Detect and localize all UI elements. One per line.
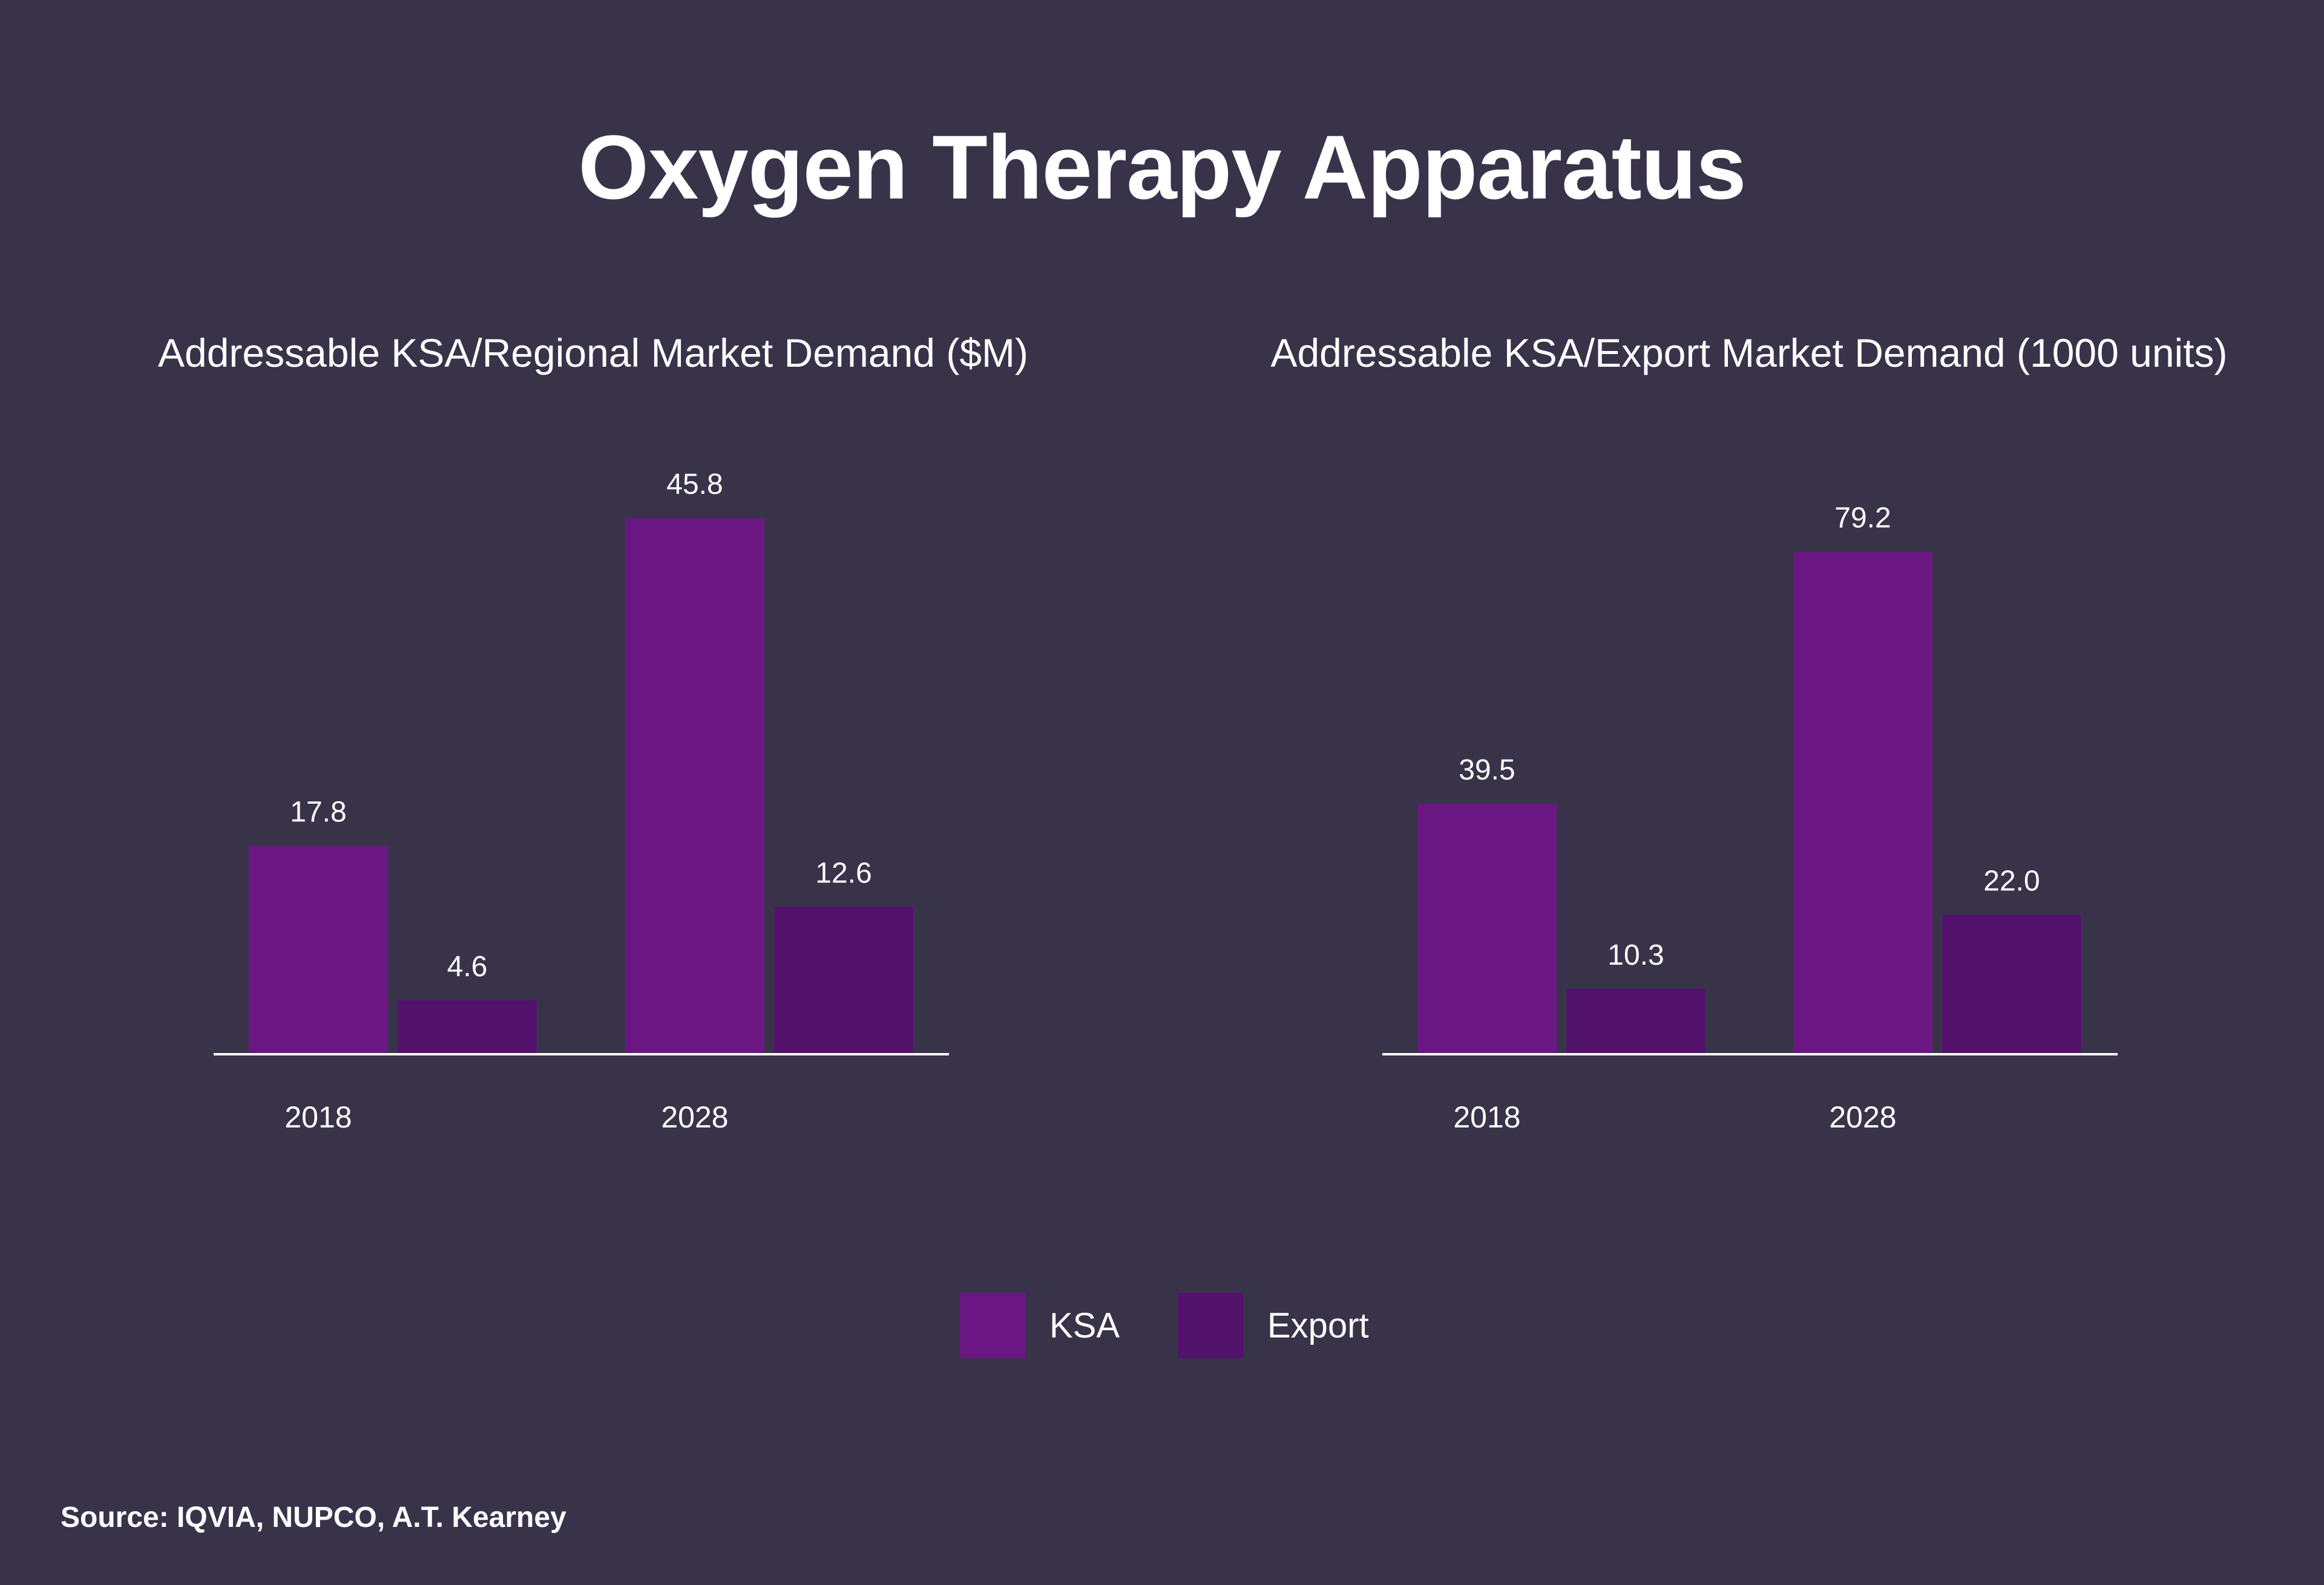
data-label-ksa-2028: 45.8 <box>666 468 723 500</box>
bar-ksa-2028 <box>1793 551 1932 1054</box>
legend-swatch-ksa <box>960 1293 1025 1358</box>
x-tick-label-2018: 2018 <box>1453 1100 1520 1134</box>
bar-ksa-2018 <box>249 845 388 1054</box>
chart-right: 39.5 10.3 2018 79.2 22.0 2028 <box>1382 502 2118 1134</box>
data-label-ksa-2018: 17.8 <box>290 796 346 829</box>
legend-item-export: Export <box>1178 1292 1369 1359</box>
bar-export-2018 <box>398 1000 537 1054</box>
data-label-export-2018: 4.6 <box>447 951 488 983</box>
data-label-export-2028: 12.6 <box>815 857 872 889</box>
page-title: Oxygen Therapy Apparatus <box>578 116 1746 218</box>
x-tick-label-2028: 2028 <box>1829 1100 1896 1134</box>
legend-label-export: Export <box>1267 1305 1369 1345</box>
bar-ksa-2028 <box>625 518 764 1054</box>
data-label-ksa-2018: 39.5 <box>1459 754 1515 786</box>
bar-export-2028 <box>774 907 913 1054</box>
bar-export-2018 <box>1566 989 1705 1054</box>
legend-label-ksa: KSA <box>1049 1305 1120 1345</box>
chart-left-title: Addressable KSA/Regional Market Demand (… <box>158 330 1028 375</box>
chart-left: 17.8 4.6 2018 45.8 12.6 2028 <box>214 468 949 1134</box>
data-label-export-2028: 22.0 <box>1983 865 2040 897</box>
x-tick-label-2028: 2028 <box>661 1100 728 1134</box>
source-note: Source: IQVIA, NUPCO, A.T. Kearney <box>61 1501 566 1534</box>
data-label-export-2018: 10.3 <box>1607 939 1664 971</box>
bar-export-2028 <box>1942 914 2081 1054</box>
chart-right-title: Addressable KSA/Export Market Demand (10… <box>1270 330 2228 375</box>
legend-swatch-export <box>1178 1293 1243 1358</box>
legend-item-ksa: KSA <box>960 1292 1120 1359</box>
x-tick-label-2018: 2018 <box>284 1100 352 1134</box>
bar-ksa-2018 <box>1417 803 1557 1054</box>
legend: KSA Export <box>0 1292 2324 1359</box>
data-label-ksa-2028: 79.2 <box>1834 502 1891 534</box>
